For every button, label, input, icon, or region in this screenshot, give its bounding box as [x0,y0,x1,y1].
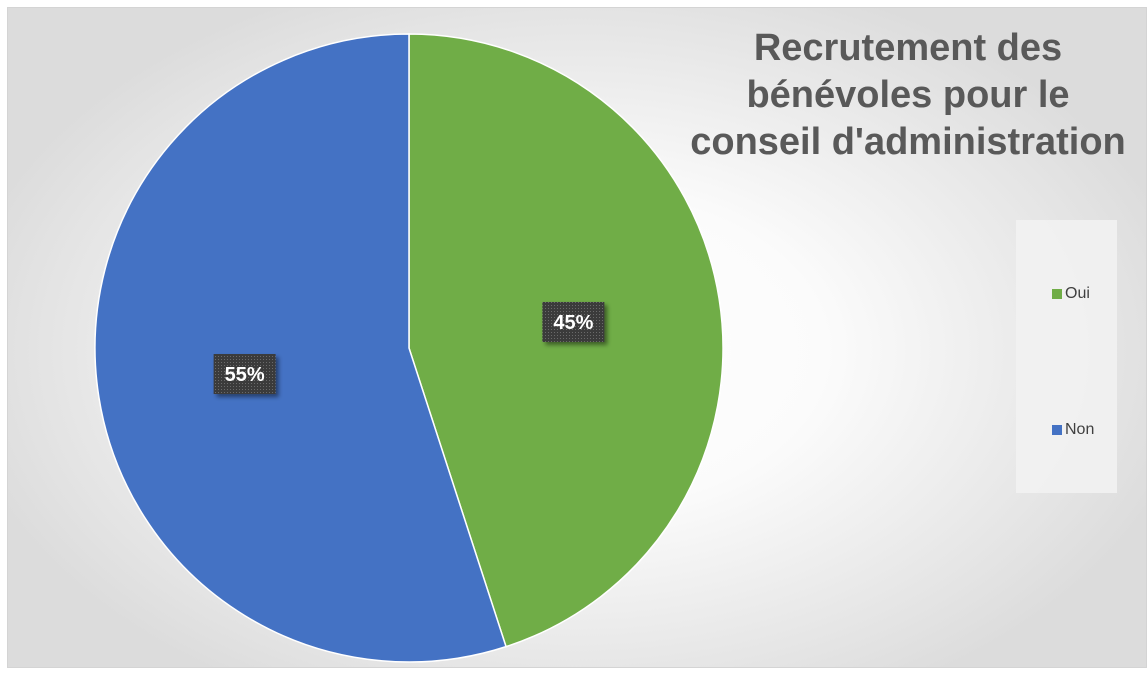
data-label-text: 45% [553,312,593,334]
legend-swatch-oui [1052,289,1062,299]
pie-slice-non [94,33,507,663]
data-label-non: 55% [213,354,276,395]
legend: Oui Non [1016,220,1117,493]
data-label-oui: 45% [542,301,605,342]
chart-title: Recrutement des bénévoles pour le consei… [690,27,1126,163]
data-label-box [213,354,276,395]
data-label-text: 55% [225,364,265,386]
legend-swatch-non [1052,425,1062,435]
pie-chart: 45% 55% [94,33,724,663]
data-label-box [542,301,605,342]
legend-label-non: Non [1065,421,1095,438]
legend-item-non: Non [1052,421,1094,439]
legend-item-oui: Oui [1052,285,1090,303]
legend-label-oui: Oui [1065,285,1090,302]
chart-area: 45% 55% Recrutement des bénévoles pour le… [7,7,1147,668]
